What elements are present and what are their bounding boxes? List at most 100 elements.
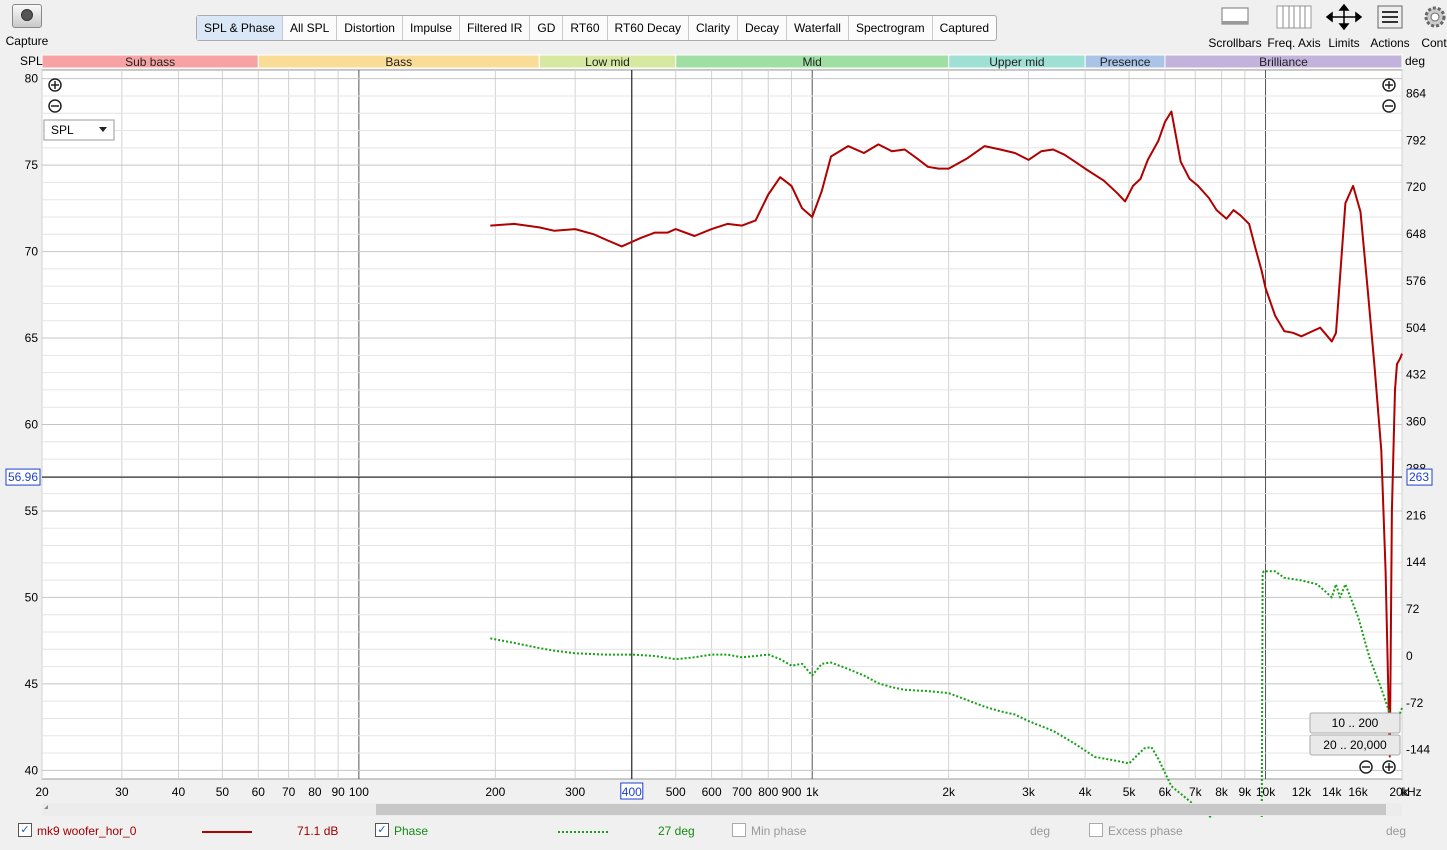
frequency-tick-labels: 20 30 40 50 60 70 80 90 100 200 300 400 500 600 700 800…: [35, 785, 1409, 799]
range-20-20000-button[interactable]: 20 .. 20,000: [1309, 734, 1401, 756]
spl-dropdown-value: SPL: [51, 123, 74, 137]
frequency-tick: 800: [758, 785, 778, 799]
tab-all-spl[interactable]: All SPL: [283, 16, 338, 40]
phase-tick: 864: [1406, 86, 1426, 100]
tab-captured[interactable]: Captured: [939, 21, 990, 35]
frequency-tick: 20k: [1389, 785, 1409, 799]
phase-tick: -72: [1406, 696, 1424, 710]
cursor-phase-box: [1406, 468, 1433, 486]
band-brilliance: [1164, 54, 1403, 69]
scrollbars-button[interactable]: Scrollbars: [1206, 4, 1264, 50]
spl-tick: 40: [25, 763, 39, 777]
tab-decay[interactable]: Decay: [738, 16, 788, 40]
min-phase-label: Min phase: [751, 824, 807, 838]
tab-filtered-ir[interactable]: Filtered IR: [460, 16, 531, 40]
scrollbar-thumb[interactable]: [376, 804, 1386, 815]
freq-axis-label: Freq. Axis: [1267, 36, 1321, 50]
zoom-out-y2-icon[interactable]: [1382, 99, 1396, 113]
frequency-tick: 1k: [806, 785, 820, 799]
phase-tick-labels: 864792720648576504432360288216144720-72-…: [1406, 86, 1430, 756]
spl-dropdown[interactable]: SPL: [43, 119, 115, 141]
phase-tick: 144: [1406, 555, 1426, 569]
controls-button[interactable]: Contr: [1416, 4, 1447, 50]
frequency-tick: 70: [282, 785, 296, 799]
scrollbars-icon: [1206, 4, 1264, 30]
trace-value: 71.1 dB: [297, 824, 339, 838]
zoom-in-y-icon[interactable]: [48, 78, 62, 92]
phase-tick: 0: [1406, 649, 1413, 663]
excess-phase-checkbox[interactable]: ✓: [1089, 823, 1103, 837]
phase-line-swatch: [558, 831, 608, 833]
horizontal-scrollbar[interactable]: [42, 803, 1402, 816]
frequency-tick: 9k: [1238, 785, 1252, 799]
frequency-tick: 900: [781, 785, 801, 799]
excess-phase-label: Excess phase: [1108, 824, 1183, 838]
gear-icon: [1416, 4, 1447, 30]
frequency-tick: 14k: [1322, 785, 1342, 799]
zoom-out-y-icon[interactable]: [48, 99, 62, 113]
phase-value: 27 deg: [658, 824, 695, 838]
frequency-tick: 6k: [1159, 785, 1173, 799]
actions-button[interactable]: Actions: [1368, 4, 1412, 50]
spl-trace-line: [490, 110, 1403, 758]
freq-axis-icon: [1266, 4, 1322, 30]
tab-rt60[interactable]: RT60: [563, 16, 608, 40]
tab-gd[interactable]: GD: [530, 16, 564, 40]
phase-tick: -144: [1406, 743, 1430, 757]
frequency-tick: 3k: [1022, 785, 1036, 799]
tab-clarity[interactable]: Clarity: [689, 16, 739, 40]
spl-tick: 50: [25, 590, 39, 604]
phase-tick: 720: [1406, 180, 1426, 194]
zoom-in-y2-icon[interactable]: [1382, 78, 1396, 92]
trace-name[interactable]: mk9 woofer_hor_0: [37, 824, 137, 838]
legend-bar: ✓ mk9 woofer_hor_0 71.1 dB ✓ Phase 27 de…: [0, 818, 1447, 850]
range-10-200-button[interactable]: 10 .. 200: [1309, 712, 1401, 734]
frequency-tick: 4k: [1079, 785, 1093, 799]
frequency-tick: 7k: [1189, 785, 1203, 799]
frequency-tick: 2k: [942, 785, 956, 799]
excess-phase-unit: deg: [1386, 824, 1407, 838]
actions-label: Actions: [1370, 36, 1410, 50]
deg-axis-unit: deg: [1405, 54, 1425, 68]
band-label: Brilliance: [1259, 55, 1308, 69]
phase-checkbox[interactable]: ✓: [375, 823, 389, 837]
scroll-left-icon[interactable]: [44, 805, 48, 809]
spl-tick: 70: [25, 245, 39, 259]
frequency-tick: 10k: [1256, 785, 1276, 799]
tab-waterfall[interactable]: Waterfall: [787, 16, 849, 40]
cursor-spl-label: 56.96: [8, 470, 38, 484]
band-label: Mid: [803, 55, 822, 69]
zoom-in-x-icon[interactable]: [1382, 760, 1396, 774]
spl-phase-graph[interactable]: Sub bass Bass Low mid Mid Upper mid Presence B…: [0, 0, 1447, 818]
frequency-tick: 200: [485, 785, 505, 799]
tab-impulse[interactable]: Impulse: [403, 16, 461, 40]
frequency-tick: 12k: [1292, 785, 1312, 799]
zoom-out-x-icon[interactable]: [1359, 760, 1373, 774]
band-label: Low mid: [585, 55, 630, 69]
phase-tick: 648: [1406, 227, 1426, 241]
frequency-tick: 50: [216, 785, 230, 799]
toolbar: Capture SPL & Phase All SPL Distortion Impu…: [0, 0, 1447, 52]
freq-axis-button[interactable]: Freq. Axis: [1266, 4, 1322, 50]
limits-button[interactable]: Limits: [1322, 3, 1366, 50]
band-label: Upper mid: [989, 55, 1044, 69]
phase-tick: 576: [1406, 274, 1426, 288]
frequency-tick: 700: [732, 785, 752, 799]
frequency-tick: 90: [331, 785, 345, 799]
tab-distortion[interactable]: Distortion: [337, 16, 403, 40]
tab-rt60-decay[interactable]: RT60 Decay: [608, 16, 689, 40]
frequency-tick: 600: [702, 785, 722, 799]
trace-checkbox[interactable]: ✓: [18, 823, 32, 837]
frequency-tick: 40: [172, 785, 186, 799]
capture-button[interactable]: Capture: [4, 4, 50, 48]
tab-spl-phase[interactable]: SPL & Phase: [197, 16, 283, 40]
cursor-frequency-label: 400: [622, 785, 642, 799]
tab-spectrogram[interactable]: Spectrogram: [849, 16, 933, 40]
frequency-tick: 80: [308, 785, 322, 799]
limits-label: Limits: [1328, 36, 1360, 50]
min-phase-checkbox[interactable]: ✓: [732, 823, 746, 837]
phase-tick: 792: [1406, 133, 1426, 147]
spl-axis-unit: SPL: [20, 54, 43, 68]
frequency-tick: 20: [35, 785, 49, 799]
